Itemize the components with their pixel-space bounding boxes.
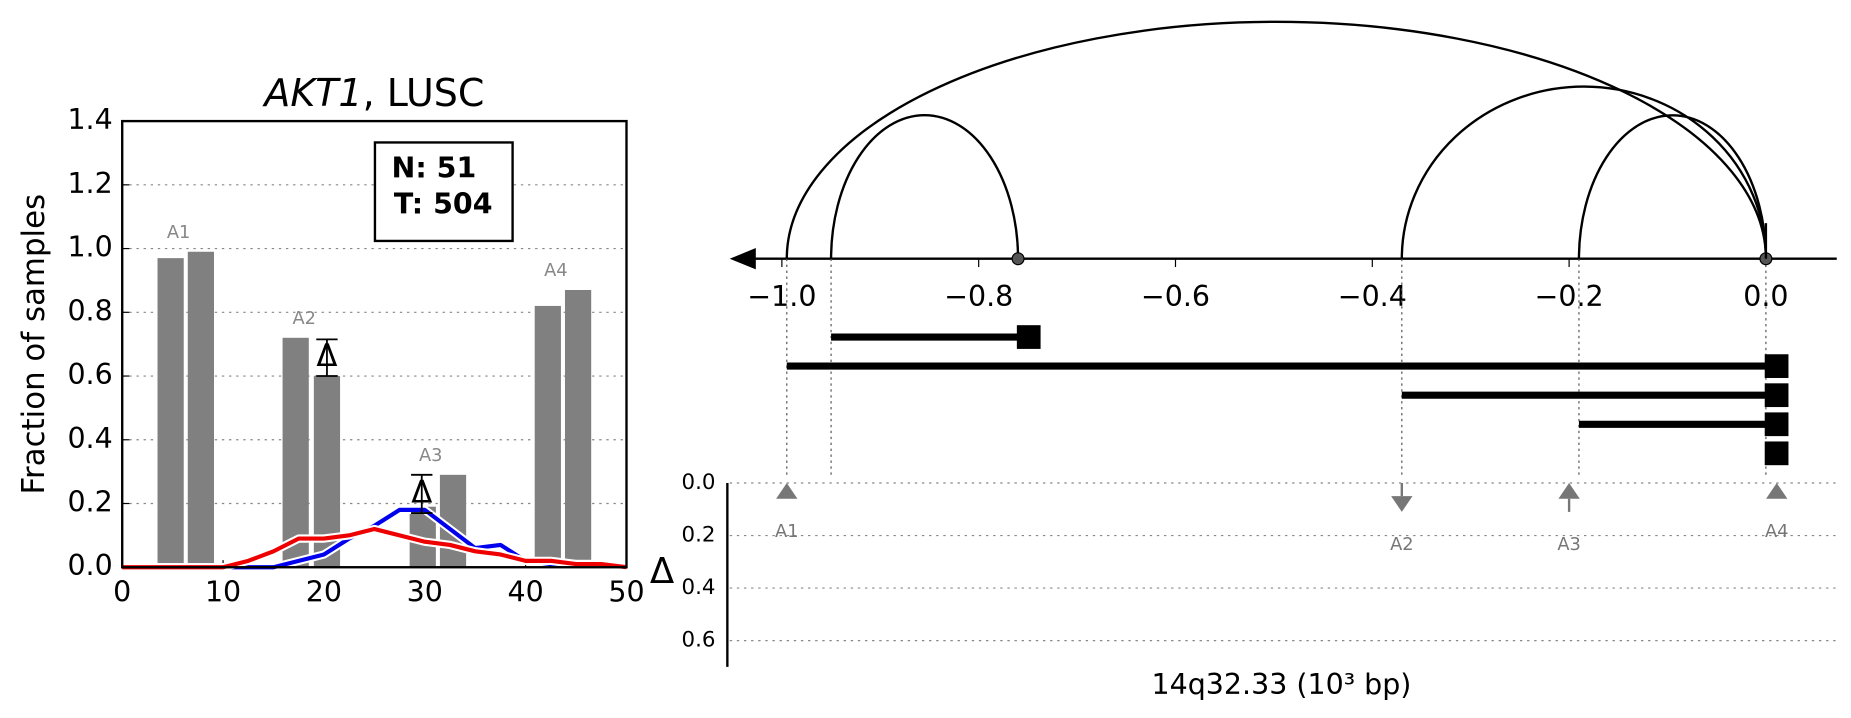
delta-symbol: Δ <box>316 338 337 374</box>
segment-end <box>1764 412 1789 437</box>
marker-label: A1 <box>775 521 798 542</box>
y-tick-label: 0.0 <box>682 470 716 495</box>
x-tick-label: 20 <box>306 575 342 608</box>
marker-label: A3 <box>1557 534 1580 555</box>
x-tick-label: −0.2 <box>1535 280 1604 313</box>
marker <box>1558 482 1580 499</box>
marker <box>776 482 798 499</box>
x-tick-label: −0.8 <box>944 280 1013 313</box>
x-tick-label: −0.6 <box>1141 280 1210 313</box>
y-tick-label: 0.4 <box>67 422 112 455</box>
x-tick-label: −0.4 <box>1338 280 1407 313</box>
y-tick-label: 0.8 <box>67 294 112 327</box>
y-tick-label: 1.4 <box>67 103 112 136</box>
arc <box>1577 113 1768 259</box>
error-bar <box>316 338 338 377</box>
bar <box>187 251 214 568</box>
bar <box>564 289 592 568</box>
marker-label: A2 <box>1390 534 1413 555</box>
delta-symbol: Δ <box>411 474 432 510</box>
bar-label: A2 <box>292 308 315 329</box>
title-rest: , LUSC <box>363 70 485 114</box>
x-tick-label: −1.0 <box>747 280 816 313</box>
breakpoint <box>1011 252 1025 266</box>
bar-label: A1 <box>167 222 190 243</box>
y-tick-label: 0.0 <box>67 549 112 582</box>
x-axis-label: 14q32.33 (10³ bp) <box>1152 668 1412 701</box>
x-tick-label: 30 <box>407 575 443 608</box>
annotation-box <box>373 141 514 243</box>
error-bar <box>411 473 433 514</box>
annotation-text: T: 504 <box>394 187 493 220</box>
marker-label: A4 <box>1765 521 1788 542</box>
y-tick-label: 0.2 <box>67 486 112 519</box>
x-tick-label: 50 <box>608 575 644 608</box>
title-gene: AKT1 <box>261 70 362 114</box>
segment-end <box>1764 383 1789 408</box>
segment-end <box>1764 354 1789 378</box>
arc <box>1400 85 1768 259</box>
y-tick-label: 0.4 <box>682 575 716 600</box>
bar-label: A3 <box>419 445 442 466</box>
arc <box>785 20 1768 259</box>
y-tick-label: 1.0 <box>67 231 112 264</box>
bar <box>534 305 561 568</box>
axis-arrow <box>729 248 756 270</box>
y-tick-label: 0.6 <box>682 628 716 653</box>
y-tick-label: 0.6 <box>67 358 112 391</box>
plot-frame <box>121 119 628 569</box>
x-tick-label: 0 <box>113 575 131 608</box>
segment-end <box>1764 441 1789 466</box>
marker <box>1766 482 1788 499</box>
x-tick-label: 40 <box>508 575 544 608</box>
delta-axis-label: Δ <box>650 551 675 592</box>
bar-label: A4 <box>544 260 567 281</box>
x-tick-label: 10 <box>205 575 241 608</box>
bar <box>157 258 184 568</box>
y-axis-label: Fraction of samples <box>16 194 52 495</box>
chart-title: AKT1, LUSC <box>261 70 484 114</box>
marker <box>1391 496 1413 512</box>
annotation-text: N: 51 <box>392 152 477 185</box>
y-tick-label: 0.2 <box>682 523 716 548</box>
arc <box>829 113 1020 259</box>
bar <box>282 337 309 568</box>
y-tick-label: 1.2 <box>67 167 112 200</box>
segment-end <box>1016 325 1041 349</box>
